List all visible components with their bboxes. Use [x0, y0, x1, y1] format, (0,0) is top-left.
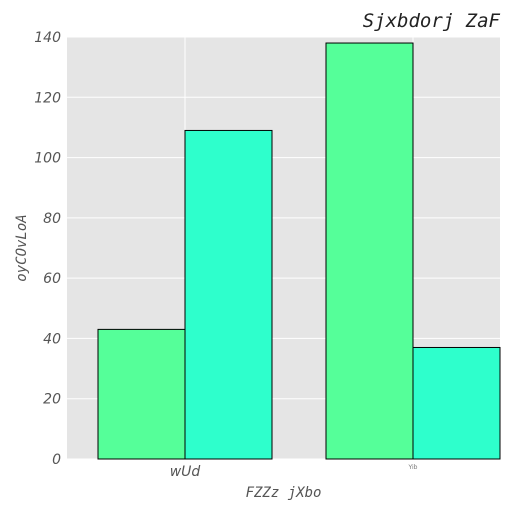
- y-tick-label: 20: [43, 392, 61, 408]
- x-axis-label: FZZz jXbo: [246, 485, 322, 501]
- y-tick-label: 140: [34, 30, 61, 46]
- y-tick-label: 120: [34, 90, 61, 106]
- bar-yib-series-1: [325, 42, 414, 460]
- bar-wud-series-1: [97, 328, 186, 460]
- y-axis-ticks: 0 20 40 60 80 100 120 140: [34, 30, 61, 468]
- bar-yib-series-2: [412, 346, 501, 460]
- y-axis-label: oyCOvLoA: [14, 214, 30, 281]
- y-tick-label: 100: [34, 151, 61, 167]
- chart-title: Sjxbdorj ZaF: [363, 10, 501, 32]
- y-tick-label: 60: [43, 271, 61, 287]
- y-tick-label: 80: [43, 211, 61, 227]
- x-axis-ticks: wUd Yib: [170, 464, 418, 480]
- y-tick-label: 40: [43, 331, 61, 347]
- bars: [97, 42, 501, 460]
- bar-wud-series-2: [184, 129, 273, 460]
- x-tick-label-wud: wUd: [170, 464, 201, 480]
- x-tick-label-yib: Yib: [408, 464, 418, 471]
- y-tick-label: 0: [52, 452, 61, 468]
